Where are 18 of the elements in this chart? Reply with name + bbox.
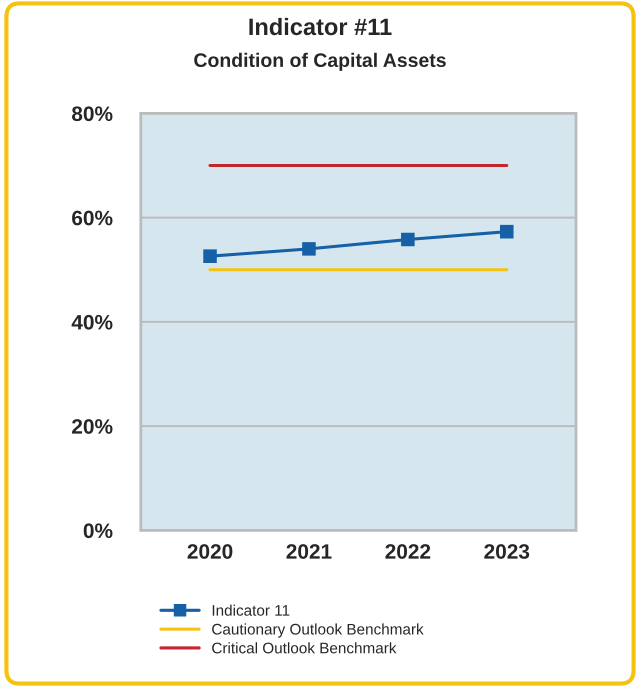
- point: [302, 242, 316, 256]
- point: [203, 249, 217, 263]
- legend-label: Critical Outlook Benchmark: [212, 642, 396, 654]
- x-tick-label: 2022: [385, 544, 430, 559]
- chart-subtitle: Condition of Capital Assets: [194, 52, 446, 71]
- point: [401, 232, 415, 246]
- y-tick-label: 0%: [84, 523, 112, 538]
- y-tick-label: 20%: [72, 419, 112, 434]
- y-tick-label: 40%: [72, 314, 112, 330]
- legend-label: Cautionary Outlook Benchmark: [212, 623, 424, 638]
- x-tick-label: 2021: [286, 544, 332, 559]
- legend-label: Indicator 11: [212, 604, 290, 616]
- x-tick-label: 2023: [484, 544, 530, 559]
- chart-title: Indicator #11: [249, 18, 392, 36]
- y-tick-label: 60%: [72, 210, 112, 226]
- y-tick-label: 80%: [72, 106, 112, 122]
- point: [500, 224, 514, 238]
- x-tick-label: 2020: [188, 544, 232, 559]
